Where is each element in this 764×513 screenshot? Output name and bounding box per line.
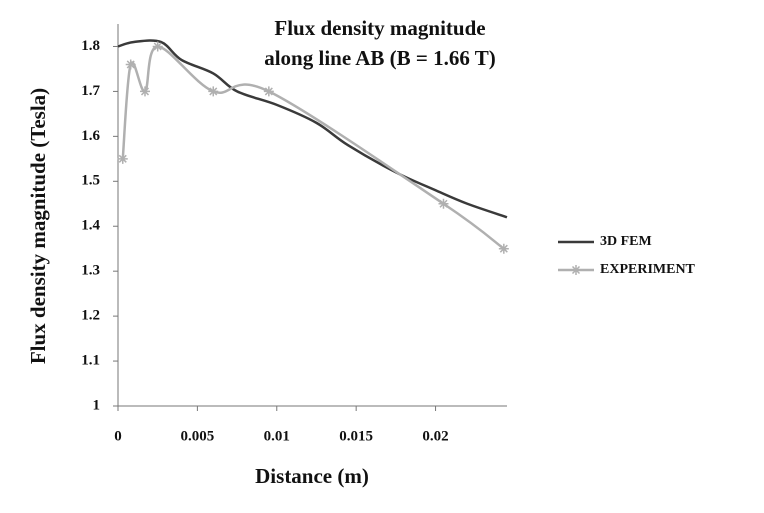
series-line xyxy=(121,45,505,250)
x-tick-label: 0.02 xyxy=(422,428,448,444)
marker xyxy=(498,243,509,254)
marker xyxy=(208,86,219,97)
y-tick-label: 1.1 xyxy=(81,352,100,368)
y-tick-label: 1.6 xyxy=(81,128,100,144)
x-tick-label: 0 xyxy=(114,428,122,444)
y-tick-label: 1 xyxy=(93,397,101,413)
chart-title: along line AB (B = 1.66 T) xyxy=(264,46,496,70)
y-axis-label: Flux density magnitude (Tesla) xyxy=(26,88,50,364)
marker xyxy=(117,153,128,164)
marker xyxy=(263,86,274,97)
chart-title: Flux density magnitude xyxy=(274,16,485,40)
x-tick-label: 0.005 xyxy=(181,428,215,444)
y-tick-label: 1.5 xyxy=(81,173,100,189)
x-tick-label: 0.015 xyxy=(339,428,373,444)
legend-marker xyxy=(571,265,581,275)
marker xyxy=(438,198,449,209)
marker xyxy=(125,59,136,70)
marker xyxy=(152,41,163,52)
series-line xyxy=(117,39,508,219)
y-tick-label: 1.4 xyxy=(81,218,100,234)
legend-label: EXPERIMENT xyxy=(600,262,696,277)
y-tick-label: 1.7 xyxy=(81,83,100,99)
legend-label: 3D FEM xyxy=(600,234,652,249)
y-tick-label: 1.3 xyxy=(81,263,100,279)
y-tick-label: 1.2 xyxy=(81,308,100,324)
x-tick-label: 0.01 xyxy=(264,428,290,444)
x-axis-label: Distance (m) xyxy=(255,464,369,488)
marker xyxy=(139,86,150,97)
y-tick-label: 1.8 xyxy=(81,38,100,54)
